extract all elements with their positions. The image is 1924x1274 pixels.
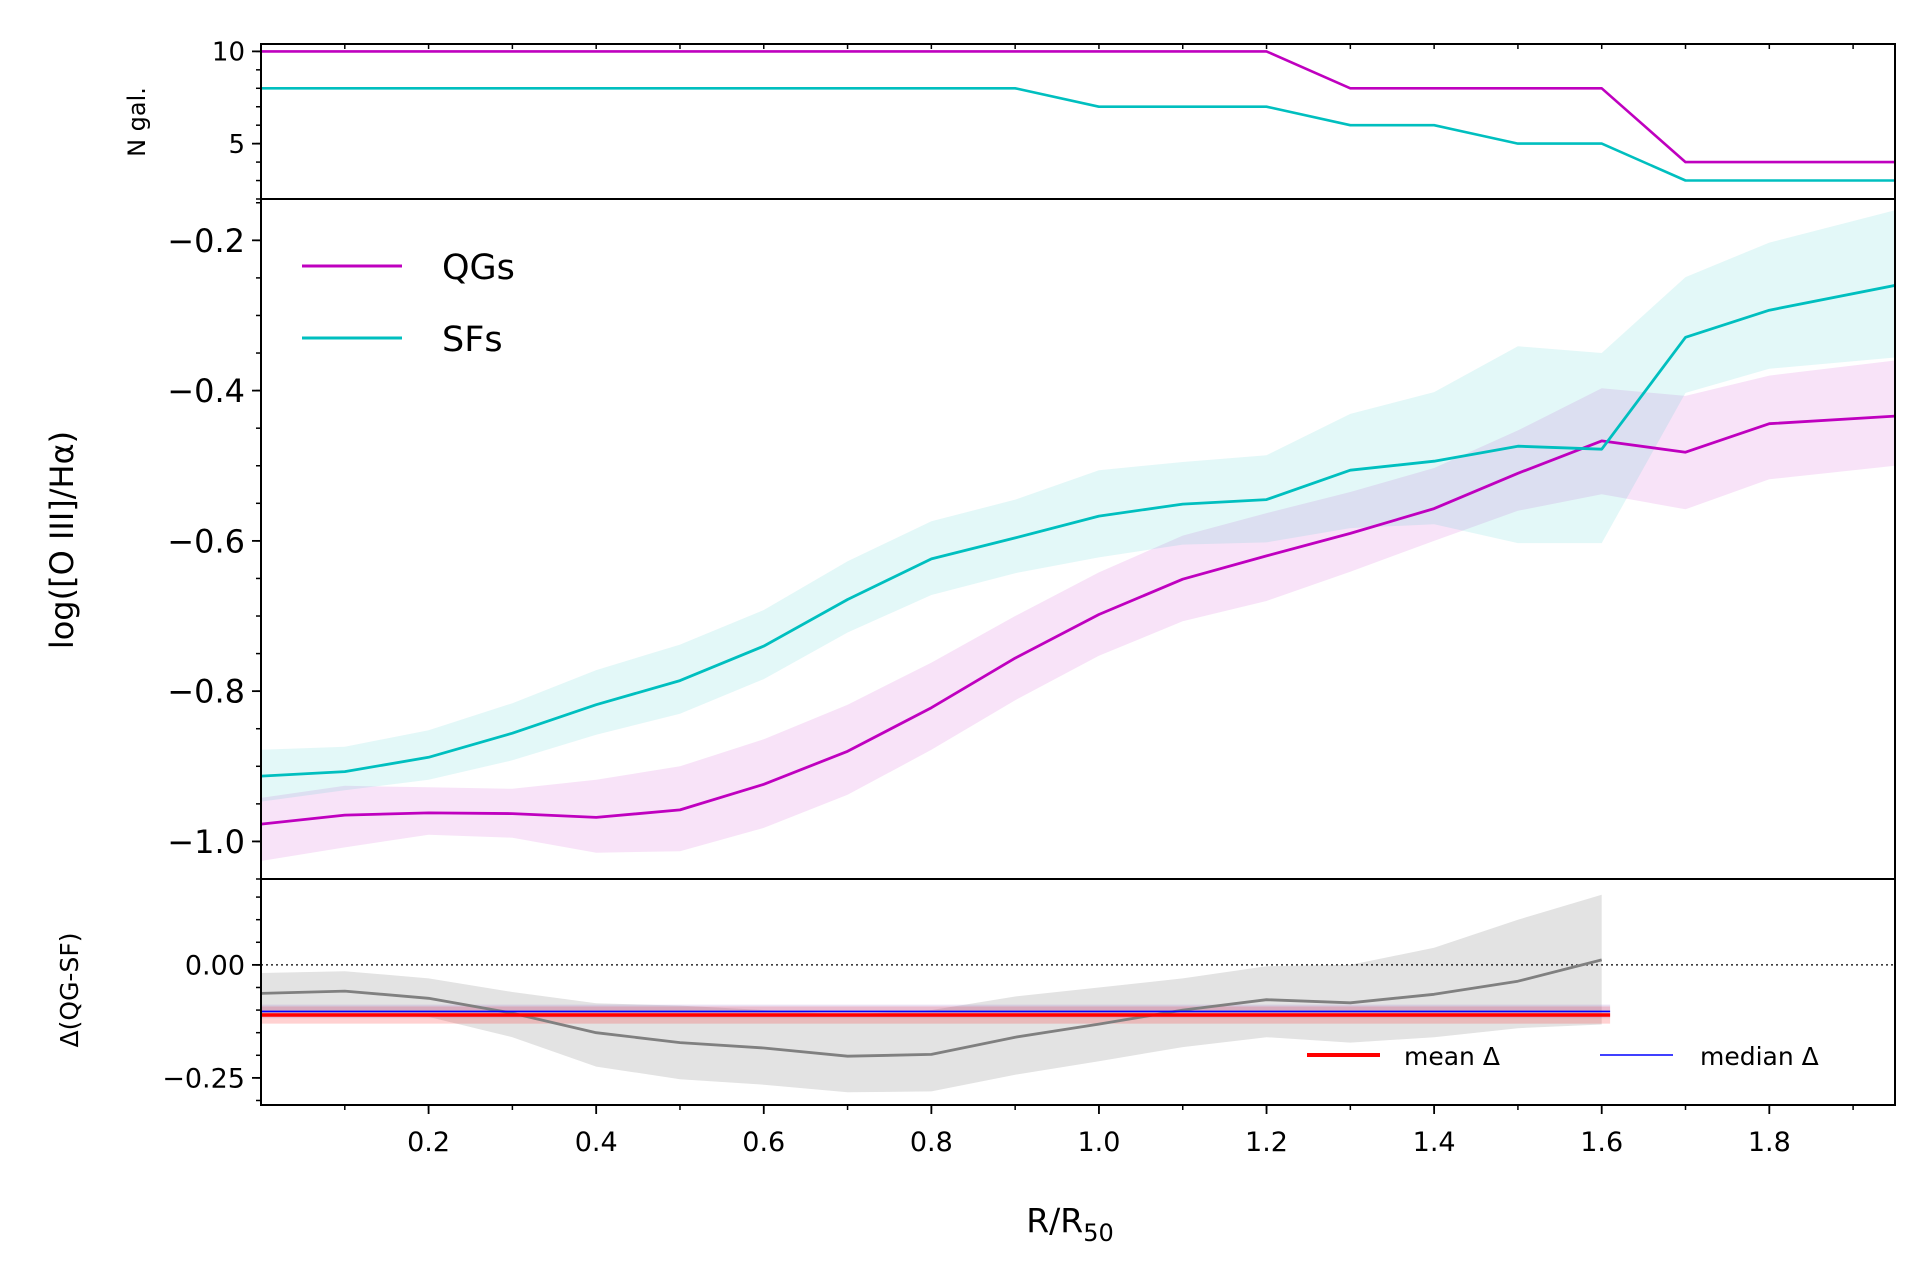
mid-y-tick-label: −1.0	[167, 823, 245, 861]
top-panel-plot-area	[261, 50, 1895, 182]
mid-y-tick-label: −0.6	[167, 522, 245, 560]
ngal-line-sfs	[261, 87, 1895, 182]
ratio-line-sfs	[261, 284, 1895, 778]
top-panel: 5 10 N gal.	[123, 38, 1896, 200]
legend-qg-label: QGs	[442, 248, 515, 288]
top-panel-frame	[260, 43, 1896, 200]
x-tick-label: 0.6	[742, 1127, 785, 1158]
x-axis-label-main: R/R	[1026, 1201, 1083, 1240]
middle-panel: −1.0 −0.8 −0.6 −0.4 −0.2 log([O III]/Hα) QGs…	[43, 198, 1896, 880]
top-panel-y-axis: 5 10	[212, 38, 261, 200]
x-tick-label: 1.2	[1245, 1127, 1288, 1158]
middle-panel-y-axis: −1.0 −0.8 −0.6 −0.4 −0.2	[167, 202, 261, 880]
x-axis: 0.2 0.4 0.6 0.8 1.0 1.2 1.4 1.6 1.8	[344, 44, 1854, 1158]
x-tick-label: 1.6	[1580, 1127, 1623, 1158]
ratio-line-qgs	[261, 414, 1895, 826]
x-tick-label: 0.4	[575, 1127, 618, 1158]
legend-mean-label: mean Δ	[1404, 1042, 1500, 1071]
x-tick-label: 0.2	[407, 1127, 450, 1158]
ngal-line-qgs	[261, 50, 1895, 164]
bottom-panel-plot-area	[261, 894, 1895, 1093]
middle-panel-plot-area	[261, 210, 1895, 861]
x-axis-label: R/R50	[1026, 1201, 1114, 1247]
legend-median-label: median Δ	[1700, 1042, 1819, 1071]
x-axis-label-subscript: 50	[1083, 1219, 1114, 1247]
bot-y-tick-label: 0.00	[185, 951, 245, 982]
x-tick-label: 1.8	[1748, 1127, 1791, 1158]
mid-y-tick-label: −0.2	[167, 222, 245, 260]
difference-line	[261, 958, 1603, 1058]
ratio-band-sfs	[261, 210, 1895, 802]
bot-y-tick-label: −0.25	[162, 1064, 245, 1095]
top-panel-ylabel: N gal.	[123, 87, 151, 157]
mid-y-tick-label: −0.4	[167, 372, 245, 410]
bottom-panel-ylabel: Δ(QG-SF)	[55, 933, 84, 1048]
top-y-tick-label: 5	[228, 130, 245, 160]
x-tick-label: 1.4	[1413, 1127, 1456, 1158]
bottom-panel-y-axis: −0.25 0.00	[162, 896, 261, 1102]
x-tick-label: 1.0	[1077, 1127, 1120, 1158]
middle-panel-ylabel: log([O III]/Hα)	[43, 431, 81, 649]
top-y-tick-label: 10	[212, 38, 245, 68]
legend-sf-label: SFs	[442, 320, 503, 360]
difference-band	[261, 894, 1602, 1093]
bottom-panel-frame	[260, 878, 1896, 1106]
bottom-panel: −0.250.00 0.2 0.4 0.6 0.8 1.0 1.2 1.4 1.6 1.8 Δ(…	[55, 44, 1896, 1247]
x-tick-label: 0.8	[910, 1127, 953, 1158]
mid-y-tick-label: −0.8	[167, 673, 245, 711]
legend-main: QGs SFs	[302, 248, 515, 360]
legend-delta: mean Δ median Δ	[1307, 1042, 1819, 1071]
